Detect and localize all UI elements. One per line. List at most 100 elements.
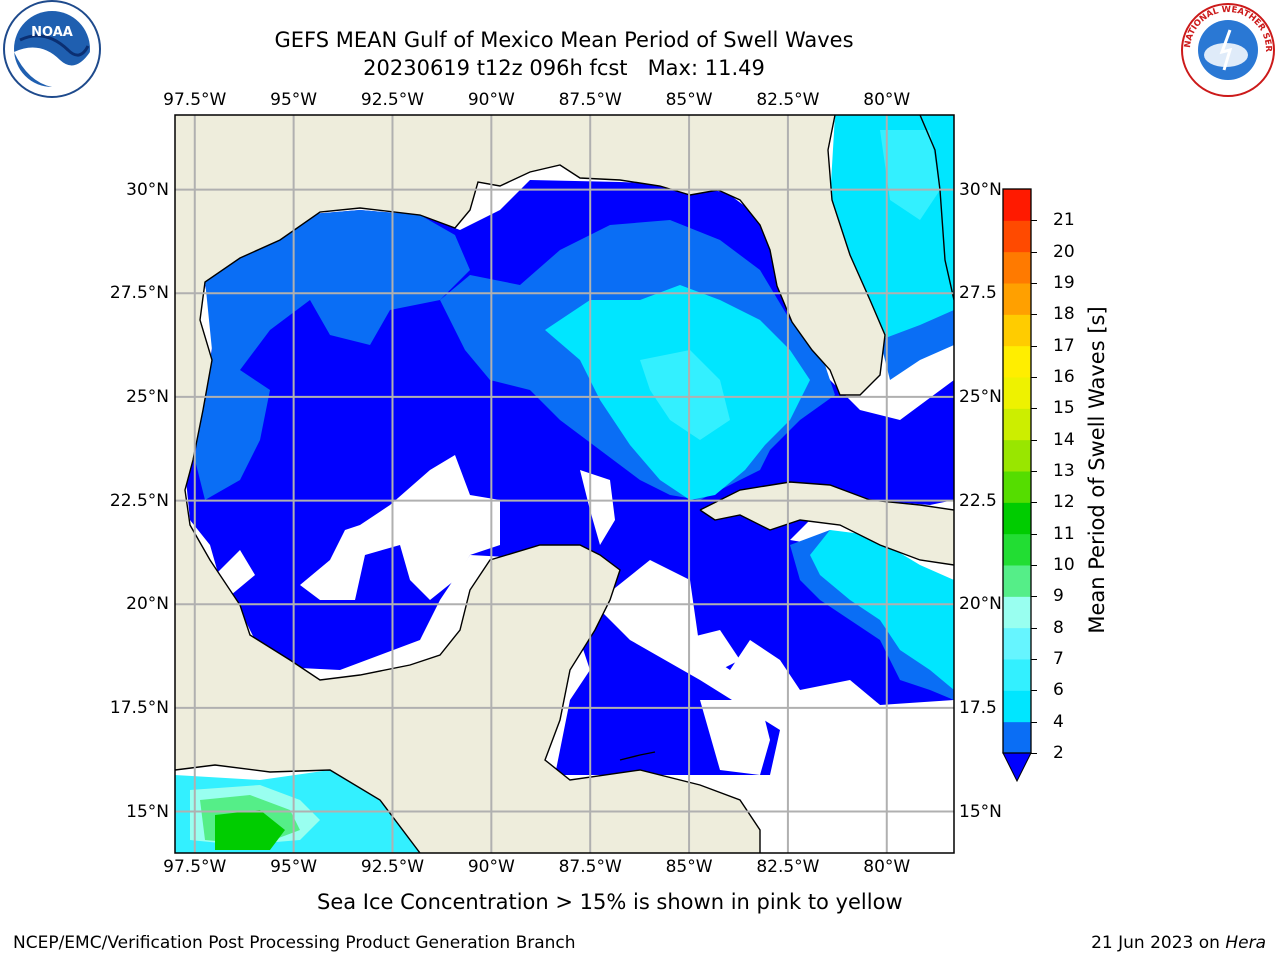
noaa-logo-text: NOAA [31, 25, 73, 40]
lon-tick-label: 95°W [270, 90, 318, 110]
no-data-hole [580, 470, 615, 545]
footer-date: 21 Jun 2023 on Hera [1091, 933, 1266, 953]
colorbar-tick-label: 16 [1053, 367, 1075, 387]
colorbar-tick-label: 15 [1053, 398, 1075, 419]
lat-tick-label: 20°N [126, 594, 169, 615]
colorbar-tick-label: 2 [1053, 743, 1064, 763]
colorbar-tick-mark [1031, 721, 1037, 723]
coastline [175, 764, 421, 853]
lat-tick-label: 27.5 [959, 283, 997, 304]
colorbar-segment [1003, 721, 1031, 754]
colorbar-tick-mark [1031, 690, 1037, 692]
colorbar-tick-mark [1031, 596, 1037, 598]
swell-field-2-4s [880, 300, 954, 380]
colorbar-tick-mark [1031, 471, 1037, 472]
lat-tick-label: 17.5 [959, 697, 997, 718]
lat-tick-label: 30°N [959, 179, 1002, 200]
colorbar-tick-label: 6 [1053, 680, 1064, 701]
lat-tick-label: 22.5 [959, 490, 997, 511]
noaa-logo: NOAA [3, 0, 101, 98]
colorbar-tick-label: 19 [1053, 273, 1075, 293]
lat-tick-label: 20°N [959, 594, 1002, 615]
colorbar-tick-label: 7 [1053, 649, 1064, 669]
swell-field-6-7s [880, 130, 940, 220]
colorbar-tick-mark [1031, 408, 1037, 410]
swell-field-6-7s [640, 350, 730, 440]
colorbar-tick-label: 21 [1053, 210, 1075, 231]
lon-tick-label: 95°W [270, 857, 318, 877]
lon-tick-label: 87.5°W [558, 90, 622, 110]
no-data-hole [300, 455, 500, 600]
colorbar-segment [1003, 345, 1031, 378]
lat-tick-label: 30°N [126, 179, 169, 200]
colorbar-tick-mark [1031, 627, 1037, 629]
colorbar-tick-mark [1031, 377, 1037, 378]
lat-tick-label: 25°N [959, 386, 1002, 407]
lat-tick-label: 15°N [959, 801, 1002, 822]
colorbar-tick-mark [1031, 753, 1037, 754]
footer-host: Hera [1225, 933, 1266, 953]
lat-tick-label: 15°N [126, 801, 169, 822]
coastline-islands [619, 751, 656, 761]
lon-tick-label: 85°W [665, 857, 713, 877]
colorbar-tick-label: 18 [1053, 304, 1075, 325]
footer-credit: NCEP/EMC/Verification Post Processing Pr… [13, 933, 576, 953]
lon-tick-label: 82.5°W [756, 90, 820, 110]
coastline [184, 115, 886, 853]
colorbar-tick-mark [1031, 533, 1037, 535]
colorbar-label: Mean Period of Swell Waves [s] [1085, 306, 1109, 634]
map-frame [174, 114, 955, 854]
lat-tick-label: 22.5°N [109, 490, 169, 511]
lon-tick-label: 80°W [863, 90, 911, 110]
coastline-cuba [699, 481, 954, 566]
sea-ice-note: Sea Ice Concentration > 15% is shown in … [317, 890, 903, 914]
colorbar-segment [1003, 627, 1031, 660]
lat-tick-label: 27.5°N [109, 283, 169, 304]
colorbar-tick-mark [1031, 345, 1037, 347]
colorbar-tick-label: 14 [1053, 429, 1075, 450]
no-data-hole [700, 700, 770, 775]
colorbar-segment [1003, 439, 1031, 472]
lon-tick-label: 87.5°W [558, 857, 622, 877]
colorbar-tick-label: 11 [1053, 523, 1075, 544]
lon-tick-label: 92.5°W [360, 857, 425, 877]
swell-field-2-4s [195, 210, 470, 500]
colorbar-tick-mark [1031, 283, 1037, 284]
colorbar-tick-label: 17 [1053, 335, 1075, 356]
lon-tick-label: 97.5°W [163, 857, 227, 877]
lon-tick-label: 92.5°W [360, 90, 425, 110]
colorbar-segment [1003, 502, 1031, 535]
nws-logo: NATIONAL WEATHER SERVICE [1178, 0, 1275, 97]
colorbar-tick-label: 9 [1053, 586, 1064, 607]
colorbar-segment [1003, 251, 1031, 284]
colorbar-segment [1003, 659, 1031, 691]
colorbar-segment [1003, 283, 1031, 315]
lat-tick-label: 17.5°N [109, 697, 169, 718]
lon-tick-label: 82.5°W [756, 857, 820, 877]
colorbar-tick-mark [1031, 565, 1037, 566]
colorbar-segment [1003, 471, 1031, 503]
colorbar-segment [1003, 314, 1031, 347]
lon-tick-label: 80°W [863, 857, 911, 877]
colorbar-tick-label: 8 [1053, 617, 1064, 638]
graticule [175, 115, 954, 853]
colorbar-tick-mark [1031, 314, 1037, 316]
colorbar-segment [1003, 533, 1031, 566]
colorbar-tick-label: 13 [1053, 461, 1075, 481]
colorbar-segment [1003, 220, 1031, 253]
colorbar-tick-mark [1031, 502, 1037, 504]
colorbar-tick-mark [1031, 659, 1037, 660]
pacific-field-peak [215, 810, 285, 850]
colorbar-tick-label: 12 [1053, 492, 1075, 513]
chart-subtitle: 20230619 t12z 096h fcst Max: 11.49 [363, 56, 765, 80]
colorbar-segment [1003, 565, 1031, 597]
colorbar-tick-label: 20 [1053, 241, 1075, 262]
colorbar-segment [1003, 596, 1031, 629]
no-data-hole [680, 630, 740, 670]
lon-tick-label: 90°W [467, 90, 515, 110]
colorbar-tick-mark [1031, 439, 1037, 441]
colorbar-extend-arrow [1002, 752, 1032, 783]
lat-tick-label: 25°N [126, 386, 169, 407]
lon-tick-label: 90°W [467, 857, 515, 877]
footer-date-text: 21 Jun 2023 on [1091, 933, 1226, 953]
